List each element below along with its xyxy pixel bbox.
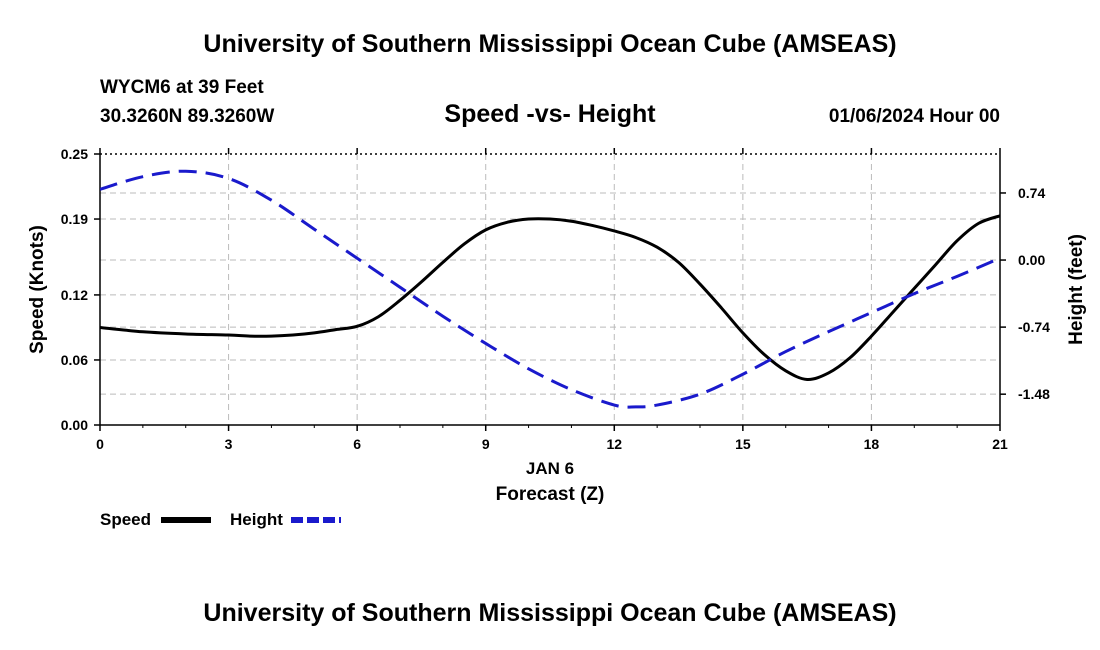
- legend-height-swatch: [291, 517, 341, 523]
- legend-speed-swatch: [161, 517, 211, 523]
- y-tick-label: 0.06: [61, 352, 88, 368]
- legend-speed-label: Speed: [100, 510, 152, 529]
- y-tick-label: 0.12: [61, 287, 88, 303]
- station-coordinates: 30.3260N 89.3260W: [100, 106, 275, 127]
- y2-tick-label: 0.74: [1018, 185, 1045, 201]
- y2-tick-label: -0.74: [1018, 319, 1050, 335]
- y2-tick-label: 0.00: [1018, 252, 1045, 268]
- page-title: University of Southern Mississippi Ocean…: [203, 30, 897, 58]
- chart-subtitle: Speed -vs- Height: [444, 100, 656, 128]
- y-tick-label: 0.25: [61, 146, 88, 162]
- x-tick-label: 18: [864, 436, 880, 452]
- x-date-label: JAN 6: [526, 459, 574, 478]
- y-tick-label: 0.19: [61, 211, 88, 227]
- x-tick-label: 12: [606, 436, 622, 452]
- station-name: WYCM6 at 39 Feet: [100, 77, 264, 98]
- series-height-line: [100, 169, 1000, 409]
- x-tick-label: 15: [735, 436, 751, 452]
- x-tick-label: 9: [482, 436, 490, 452]
- y2-axis-label: Height (feet): [1066, 234, 1087, 345]
- y-axis-label: Speed (Knots): [27, 225, 48, 354]
- x-tick-label: 0: [96, 436, 104, 452]
- footer-title: University of Southern Mississippi Ocean…: [203, 599, 897, 627]
- series-speed-line: [100, 214, 1000, 381]
- y2-tick-label: -1.48: [1018, 386, 1050, 402]
- legend-height-label: Height: [230, 510, 283, 529]
- forecast-datetime: 01/06/2024 Hour 00: [828, 106, 1000, 127]
- x-tick-label: 3: [225, 436, 233, 452]
- x-axis-label: Forecast (Z): [496, 484, 605, 505]
- x-tick-label: 6: [353, 436, 361, 452]
- speed-height-chart: 0 3 6 9 12 15 18 21 0.00 0.06 0.12 0.19 0.25 -1.48 -0.…: [27, 146, 1087, 505]
- y-tick-label: 0.00: [61, 417, 88, 433]
- x-tick-label: 21: [992, 436, 1008, 452]
